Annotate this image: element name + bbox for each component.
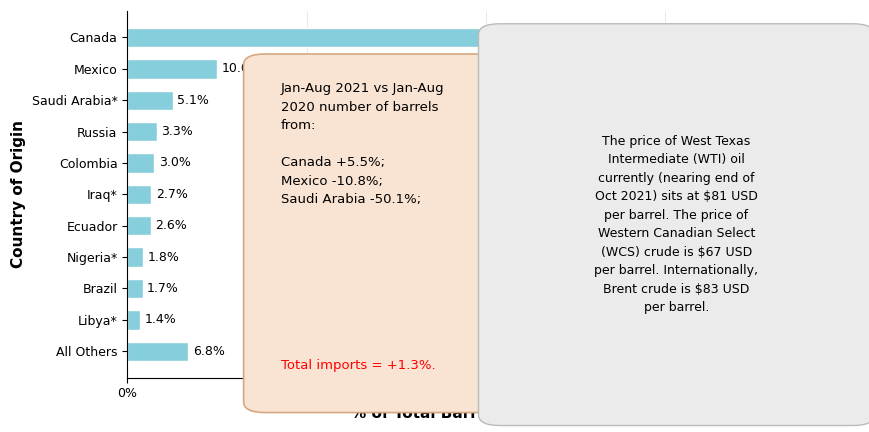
X-axis label: % of Total Barrels Imported Ytd: % of Total Barrels Imported Ytd xyxy=(351,406,620,421)
Text: Jan-Aug 2021 vs Jan-Aug
2020 number of barrels
from:

Canada +5.5%;
Mexico -10.8: Jan-Aug 2021 vs Jan-Aug 2020 number of b… xyxy=(281,82,444,206)
Bar xyxy=(127,279,143,298)
Bar xyxy=(127,153,154,173)
Text: 6.8%: 6.8% xyxy=(193,345,224,358)
Text: 1.7%: 1.7% xyxy=(147,282,179,295)
Text: 2.7%: 2.7% xyxy=(156,188,188,201)
Text: 10.0%: 10.0% xyxy=(222,62,261,75)
Text: The price of West Texas
Intermediate (WTI) oil
currently (nearing end of
Oct 202: The price of West Texas Intermediate (WT… xyxy=(594,135,758,314)
Text: 61.7%: 61.7% xyxy=(685,31,724,44)
Bar xyxy=(127,216,150,235)
Text: 5.1%: 5.1% xyxy=(177,94,209,107)
Bar xyxy=(127,342,188,361)
Bar xyxy=(127,91,173,110)
Bar xyxy=(127,184,151,204)
Text: 1.4%: 1.4% xyxy=(144,313,176,326)
Text: 3.0%: 3.0% xyxy=(158,156,190,169)
Text: 3.3%: 3.3% xyxy=(161,125,193,138)
Bar xyxy=(127,59,216,79)
Bar xyxy=(127,28,680,47)
Y-axis label: Country of Origin: Country of Origin xyxy=(11,121,26,268)
Bar xyxy=(127,122,156,141)
Text: 2.6%: 2.6% xyxy=(155,219,187,232)
Bar xyxy=(127,310,140,330)
Bar xyxy=(127,248,143,267)
Text: 1.8%: 1.8% xyxy=(148,251,180,264)
Text: Total imports = +1.3%.: Total imports = +1.3%. xyxy=(281,359,435,372)
